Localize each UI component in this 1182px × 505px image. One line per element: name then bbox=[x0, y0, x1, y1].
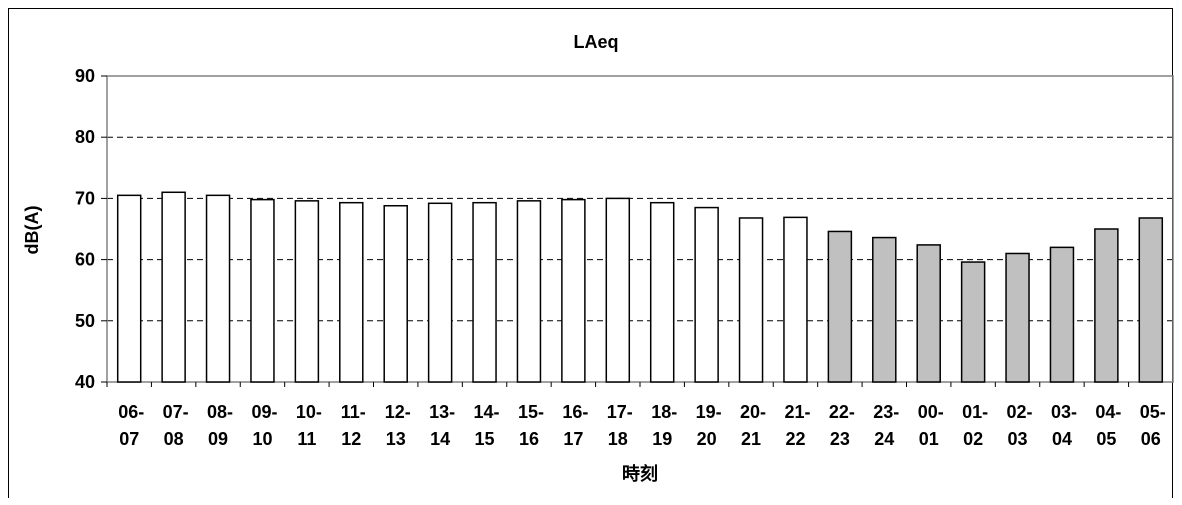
bar bbox=[383, 204, 408, 383]
x-tick-label-line2: 13 bbox=[386, 429, 406, 449]
x-tick-label-line1: 15- bbox=[518, 402, 544, 422]
grid-lines bbox=[107, 136, 1173, 322]
x-tick-label-line1: 02- bbox=[1007, 402, 1033, 422]
y-tick-label: 60 bbox=[75, 250, 95, 270]
y-axis-label: dB(A) bbox=[22, 206, 42, 255]
x-tick-label-line2: 17 bbox=[563, 429, 583, 449]
x-tick-label-line2: 20 bbox=[697, 429, 717, 449]
x-tick-label-line1: 18- bbox=[651, 402, 677, 422]
bar bbox=[649, 201, 675, 383]
x-tick-label-line1: 09- bbox=[251, 402, 277, 422]
x-tick-label-line1: 00- bbox=[918, 402, 944, 422]
x-tick-label-line1: 13- bbox=[429, 402, 455, 422]
bar bbox=[472, 201, 497, 383]
x-tick-label-line2: 02 bbox=[963, 429, 983, 449]
bar bbox=[738, 217, 764, 383]
x-axis-ticks: 06- 07 07- 08 08- 09 09- 10 10- 11 11- 12 12- 13 13- 14… bbox=[106, 382, 1166, 449]
x-tick-label-line1: 21- bbox=[784, 402, 810, 422]
x-tick-label-line2: 05 bbox=[1096, 429, 1116, 449]
y-tick-label: 70 bbox=[75, 188, 95, 208]
x-axis-label: 時刻 bbox=[622, 463, 658, 485]
bar bbox=[205, 194, 231, 383]
x-tick-label-line2: 01 bbox=[919, 429, 939, 449]
x-tick-label-line2: 18 bbox=[608, 429, 628, 449]
bar bbox=[339, 201, 364, 383]
x-tick-label-line2: 07 bbox=[119, 429, 139, 449]
y-axis-ticks: 40 50 60 70 80 90 bbox=[75, 66, 107, 392]
x-tick-label-line1: 08- bbox=[207, 402, 233, 422]
y-tick-label: 40 bbox=[75, 372, 95, 392]
x-tick-label-line1: 03- bbox=[1051, 402, 1077, 422]
x-tick-label-line1: 20- bbox=[740, 402, 766, 422]
x-tick-label-line1: 16- bbox=[562, 402, 588, 422]
bar bbox=[783, 216, 808, 383]
bars bbox=[116, 191, 1164, 383]
x-tick-label-line1: 19- bbox=[696, 402, 722, 422]
x-tick-label-line2: 06 bbox=[1141, 429, 1161, 449]
chart-frame bbox=[8, 8, 1173, 498]
x-tick-label-line2: 19 bbox=[652, 429, 672, 449]
bar bbox=[1094, 228, 1119, 383]
bar bbox=[1049, 246, 1075, 383]
x-tick-label-line1: 01- bbox=[962, 402, 988, 422]
x-tick-label-line1: 04- bbox=[1095, 402, 1121, 422]
bar bbox=[1005, 252, 1030, 383]
y-tick-label: 80 bbox=[75, 127, 95, 147]
x-tick-label-line2: 15 bbox=[475, 429, 495, 449]
x-tick-label-line2: 23 bbox=[830, 429, 850, 449]
bar bbox=[427, 202, 453, 383]
x-tick-label-line1: 22- bbox=[829, 402, 855, 422]
x-tick-label-line2: 10 bbox=[252, 429, 272, 449]
bar bbox=[250, 198, 275, 383]
bar bbox=[605, 197, 631, 383]
bar bbox=[561, 198, 586, 383]
chart-title: LAeq bbox=[574, 32, 619, 52]
x-tick-label-line1: 17- bbox=[607, 402, 633, 422]
bar bbox=[827, 230, 853, 383]
bar bbox=[872, 236, 897, 383]
bar bbox=[916, 244, 941, 383]
x-tick-label-line1: 07- bbox=[163, 402, 189, 422]
x-tick-label-line1: 14- bbox=[474, 402, 500, 422]
bar bbox=[694, 206, 719, 383]
x-tick-label-line2: 24 bbox=[874, 429, 894, 449]
x-tick-label-line2: 03 bbox=[1008, 429, 1028, 449]
bar bbox=[294, 200, 320, 383]
x-tick-label-line1: 06- bbox=[118, 402, 144, 422]
x-tick-label-line2: 11 bbox=[297, 429, 316, 449]
x-tick-label-line2: 16 bbox=[519, 429, 539, 449]
x-tick-label-line2: 04 bbox=[1052, 429, 1072, 449]
y-tick-label: 50 bbox=[75, 311, 95, 331]
bar bbox=[516, 200, 542, 383]
bar bbox=[960, 261, 986, 383]
y-tick-label: 90 bbox=[75, 66, 95, 86]
bar bbox=[161, 191, 186, 383]
bar bbox=[1138, 217, 1164, 383]
x-tick-label-line2: 22 bbox=[785, 429, 805, 449]
x-tick-label-line1: 11- bbox=[341, 402, 366, 422]
bar bbox=[116, 194, 142, 383]
x-tick-label-line2: 14 bbox=[430, 429, 450, 449]
x-tick-label-line1: 10- bbox=[296, 402, 322, 422]
x-tick-label-line2: 12 bbox=[341, 429, 361, 449]
x-tick-label-line1: 05- bbox=[1140, 402, 1166, 422]
x-tick-label-line2: 09 bbox=[208, 429, 228, 449]
x-tick-label-line2: 21 bbox=[741, 429, 761, 449]
x-tick-label-line1: 12- bbox=[385, 402, 411, 422]
x-tick-label-line1: 23- bbox=[873, 402, 899, 422]
x-tick-label-line2: 08 bbox=[164, 429, 184, 449]
